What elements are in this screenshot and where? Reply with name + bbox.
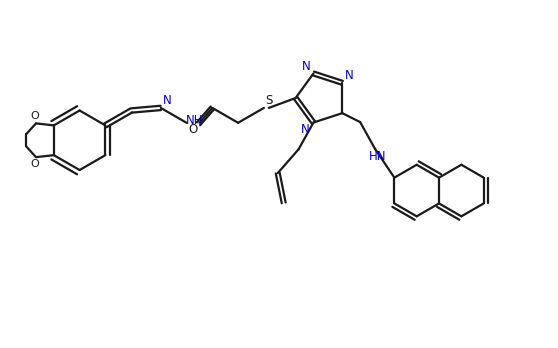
Text: N: N <box>345 69 354 82</box>
Text: S: S <box>265 94 272 108</box>
Text: O: O <box>31 159 40 169</box>
Text: N: N <box>302 60 311 73</box>
Text: NH: NH <box>186 114 203 127</box>
Text: O: O <box>188 123 197 136</box>
Text: O: O <box>31 111 40 121</box>
Text: N: N <box>162 94 171 108</box>
Text: N: N <box>301 123 310 136</box>
Text: HN: HN <box>369 150 387 163</box>
